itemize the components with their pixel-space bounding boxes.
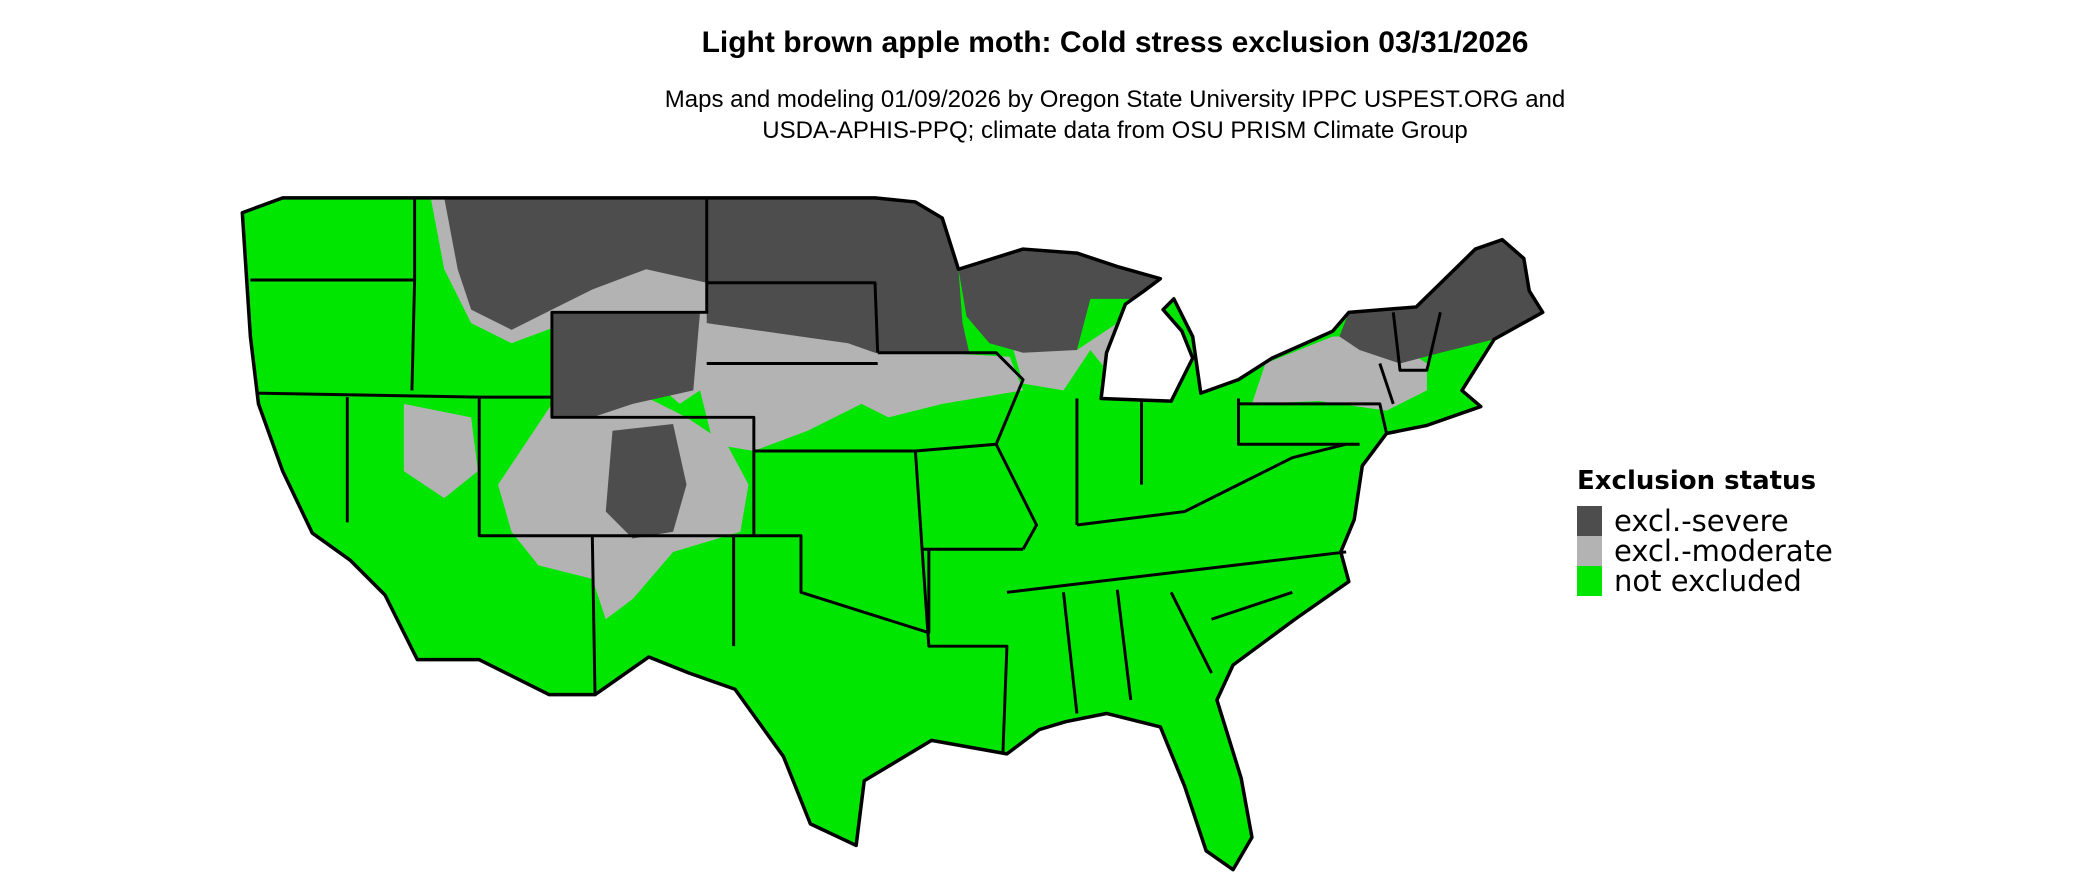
subtitle-line-2: USDA-APHIS-PPQ; climate data from OSU PR… — [762, 117, 1468, 144]
map-title: Light brown apple moth: Cold stress excl… — [701, 26, 1529, 59]
region-severe-wisconsin-michigan — [958, 249, 1161, 353]
region-severe-new-england — [1339, 239, 1543, 364]
legend-swatch-severe — [1577, 506, 1602, 536]
subtitle-line-1: Maps and modeling 01/09/2026 by Oregon S… — [664, 86, 1566, 113]
border-west — [250, 197, 756, 695]
state-borders — [240, 196, 1545, 872]
legend-item-severe: excl.-severe — [1577, 504, 1833, 538]
legend-label-severe: excl.-severe — [1614, 504, 1789, 538]
region-severe-dakotas-minnesota — [706, 197, 970, 353]
border-east — [1075, 311, 1442, 527]
legend-swatch-not-excluded — [1577, 566, 1602, 596]
map-subtitle: Maps and modeling 01/09/2026 by Oregon S… — [0, 84, 2100, 146]
region-moderate-nevada — [403, 403, 478, 499]
border-central — [706, 281, 1347, 754]
legend-label-moderate: excl.-moderate — [1614, 534, 1833, 568]
legend-swatch-moderate — [1577, 536, 1602, 566]
legend-item-not-excluded: not excluded — [1577, 564, 1833, 598]
legend: Exclusion status excl.-severe excl.-mode… — [1577, 466, 1833, 598]
legend-label-not-excluded: not excluded — [1614, 564, 1802, 598]
legend-title: Exclusion status — [1577, 466, 1817, 496]
legend-item-moderate: excl.-moderate — [1577, 534, 1833, 568]
us-outline — [240, 196, 1545, 872]
region-severe-montana — [444, 197, 707, 330]
region-severe-wyoming-colorado — [551, 312, 700, 539]
